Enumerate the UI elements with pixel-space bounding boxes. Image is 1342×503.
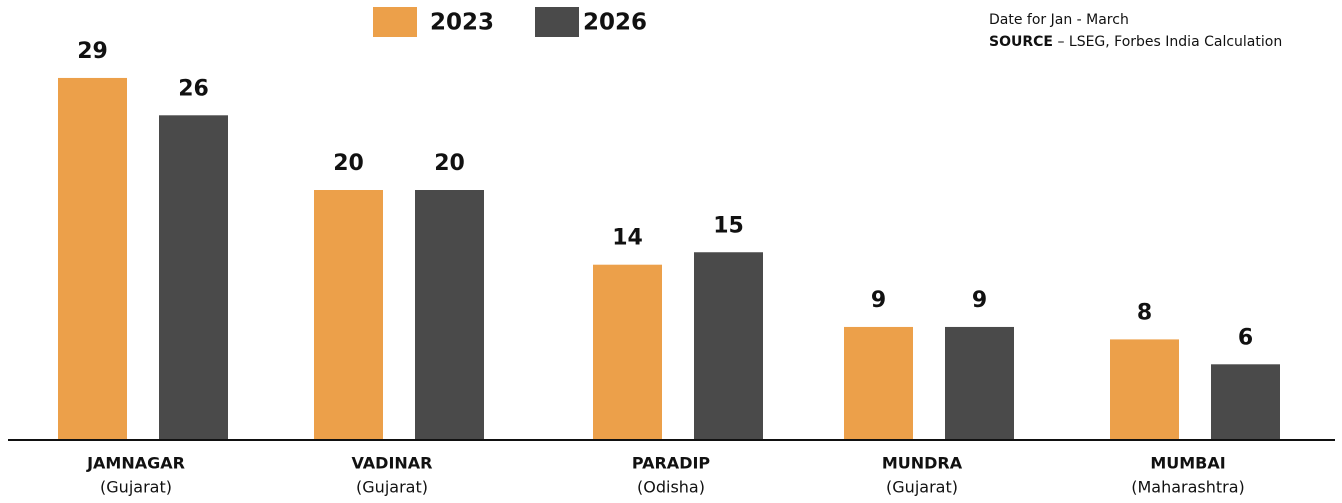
value-label: 8 — [1137, 300, 1152, 325]
bar — [694, 252, 763, 439]
source-label: SOURCE — [989, 34, 1053, 50]
bar — [844, 326, 913, 439]
source-text: – LSEG, Forbes India Calculation — [1057, 34, 1282, 50]
bar — [593, 264, 662, 439]
bar — [159, 115, 228, 440]
region-label: (Odisha) — [637, 478, 705, 497]
category-label: MUNDRA — [882, 454, 963, 473]
legend-label: 2026 — [583, 10, 647, 36]
category-label: PARADIP — [632, 454, 711, 473]
bar — [1211, 364, 1280, 439]
legend-swatch — [373, 7, 417, 37]
bar — [1110, 339, 1179, 439]
region-label: (Maharashtra) — [1131, 478, 1245, 497]
value-label: 20 — [333, 151, 364, 176]
value-label: 29 — [77, 39, 108, 64]
value-label: 9 — [972, 288, 987, 313]
bar — [314, 190, 383, 439]
value-label: 6 — [1238, 325, 1253, 350]
legend-swatch — [535, 7, 579, 37]
value-label: 15 — [713, 213, 744, 238]
bar — [945, 326, 1014, 439]
category-label: JAMNAGAR — [86, 454, 185, 473]
region-label: (Gujarat) — [356, 478, 428, 497]
category-label: MUMBAI — [1150, 454, 1225, 473]
region-label: (Gujarat) — [100, 478, 172, 497]
note: Date for Jan - March — [989, 12, 1129, 28]
value-label: 9 — [871, 288, 886, 313]
value-label: 26 — [178, 76, 209, 101]
bar — [415, 190, 484, 439]
legend-label: 2023 — [430, 10, 494, 36]
source: SOURCE – LSEG, Forbes India Calculation — [989, 34, 1282, 50]
bar — [58, 77, 127, 439]
category-label: VADINAR — [351, 454, 432, 473]
region-label: (Gujarat) — [886, 478, 958, 497]
value-label: 20 — [434, 151, 465, 176]
value-label: 14 — [612, 226, 643, 251]
